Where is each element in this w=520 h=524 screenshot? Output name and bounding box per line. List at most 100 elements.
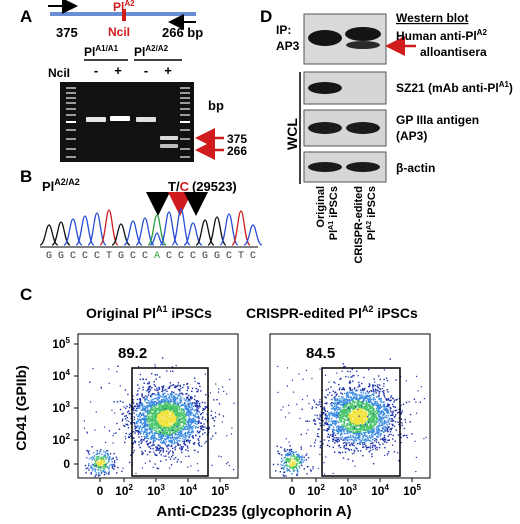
event-dot (364, 413, 366, 415)
event-dot (200, 445, 203, 447)
event-dot (290, 448, 293, 451)
event-dot (383, 428, 385, 430)
sequence-base: C (82, 251, 88, 262)
event-dot (391, 427, 393, 429)
event-dot (142, 386, 144, 388)
event-dot (122, 418, 124, 420)
event-dot (333, 402, 336, 404)
event-dot (183, 417, 185, 420)
event-dot (357, 450, 359, 452)
event-dot (347, 437, 350, 439)
event-dot (154, 406, 156, 408)
event-dot (372, 420, 374, 423)
event-dot (101, 461, 103, 463)
event-dot (287, 458, 289, 460)
event-dot (183, 412, 185, 414)
event-dot (163, 397, 165, 399)
event-dot (196, 423, 198, 425)
event-dot (179, 397, 182, 400)
event-dot (365, 440, 367, 443)
event-dot (339, 409, 341, 411)
event-dot (149, 409, 152, 412)
event-dot (189, 397, 192, 399)
event-dot (189, 425, 191, 427)
event-dot (352, 436, 354, 439)
event-dot (165, 412, 167, 414)
event-dot (390, 428, 392, 431)
event-dot (339, 428, 341, 431)
event-dot (169, 407, 172, 409)
event-dot (142, 397, 144, 399)
event-dot (159, 401, 161, 404)
event-dot (286, 467, 288, 470)
event-dot (346, 429, 348, 432)
event-dot (189, 417, 191, 420)
event-dot (160, 428, 162, 430)
event-dot (204, 432, 206, 434)
event-dot (159, 421, 161, 423)
event-dot (329, 391, 331, 394)
event-dot (309, 469, 312, 471)
event-dot (163, 402, 166, 405)
event-dot (337, 431, 339, 433)
event-dot (161, 428, 164, 430)
event-dot (145, 406, 147, 408)
event-dot (368, 391, 371, 393)
event-dot (395, 414, 397, 416)
event-dot (324, 414, 326, 416)
event-dot (145, 399, 147, 401)
event-dot (377, 404, 379, 407)
event-dot (314, 420, 316, 422)
event-dot (148, 400, 150, 402)
event-dot (166, 398, 168, 400)
event-dot (198, 431, 200, 434)
event-dot (373, 407, 375, 410)
event-dot (102, 466, 104, 468)
event-dot (366, 415, 368, 418)
event-dot (400, 411, 403, 414)
event-dot (167, 436, 169, 438)
event-dot (194, 422, 196, 425)
event-dot (209, 392, 212, 394)
event-dot (146, 407, 149, 409)
event-dot (141, 453, 143, 456)
event-dot (328, 413, 330, 415)
event-dot (285, 459, 287, 461)
event-dot (387, 391, 389, 393)
event-dot (133, 416, 135, 418)
event-dot (100, 449, 102, 451)
event-dot (96, 450, 98, 452)
event-dot (340, 429, 343, 431)
event-dot (157, 407, 160, 410)
event-dot (181, 440, 184, 443)
event-dot (172, 409, 174, 411)
event-dot (173, 391, 175, 394)
event-dot (149, 419, 152, 421)
event-dot (379, 415, 381, 418)
event-dot (387, 414, 390, 417)
event-dot (150, 401, 152, 403)
event-dot (161, 390, 163, 393)
event-dot (141, 405, 143, 407)
event-dot (363, 397, 365, 399)
event-dot (337, 409, 339, 411)
event-dot (345, 439, 347, 441)
event-dot (146, 408, 148, 410)
event-dot (338, 402, 340, 404)
event-dot (286, 453, 288, 456)
event-dot (353, 388, 356, 390)
event-dot (176, 419, 178, 421)
event-dot (176, 424, 179, 426)
event-dot (358, 419, 360, 421)
event-dot (147, 415, 149, 417)
event-dot (337, 425, 339, 427)
event-dot (147, 413, 149, 415)
event-dot (162, 424, 164, 426)
event-dot (356, 405, 358, 407)
event-dot (292, 451, 294, 453)
event-dot (92, 456, 94, 458)
event-dot (338, 403, 340, 405)
event-dot (102, 464, 105, 466)
event-dot (382, 428, 384, 430)
gel-band-lane4-375 (160, 136, 178, 140)
